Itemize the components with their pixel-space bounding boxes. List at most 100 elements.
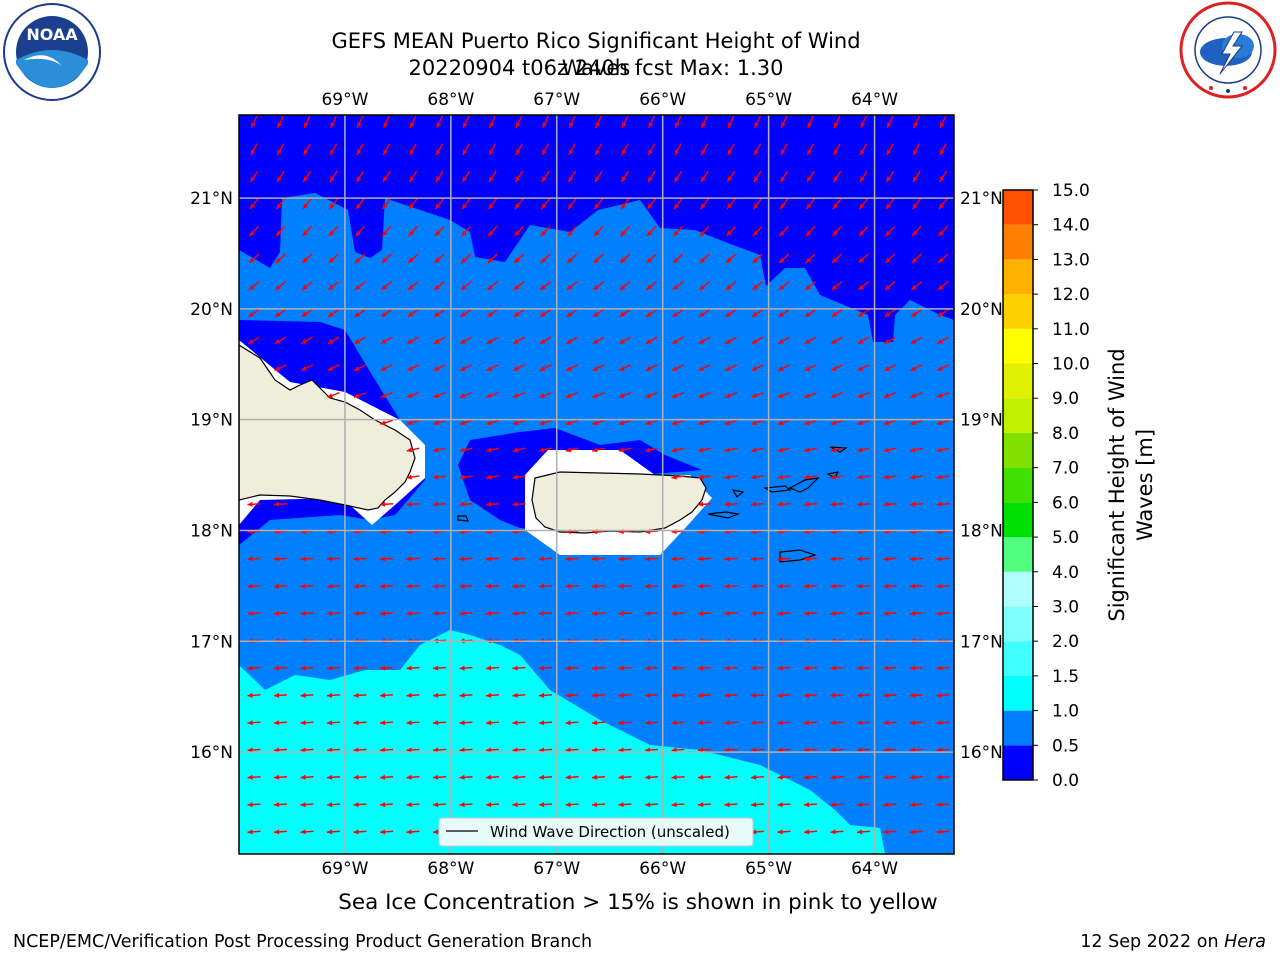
wind-arrow (459, 802, 473, 808)
wind-arrow (594, 170, 603, 183)
colorbar-segment (1003, 259, 1033, 295)
lon-tick-top: 68°W (427, 90, 474, 110)
wind-arrow (435, 170, 444, 183)
colorbar-tick: 3.0 (1052, 597, 1079, 617)
wind-arrow (806, 170, 815, 183)
wind-arrow (858, 253, 869, 264)
wind-arrow (514, 170, 524, 183)
wind-arrow (830, 829, 844, 835)
wind-arrow (697, 611, 712, 616)
wind-arrow (565, 364, 579, 372)
wind-arrow (780, 143, 788, 156)
wind-arrow (724, 447, 738, 453)
lat-tick-right: 17°N (960, 632, 1003, 652)
wind-arrow (489, 115, 496, 129)
wind-arrow (911, 253, 922, 264)
wind-arrow (727, 143, 735, 156)
date-text: 12 Sep 2022 on (1080, 932, 1219, 952)
wind-arrow (353, 720, 367, 726)
colorbar-tick: 9.0 (1052, 389, 1079, 409)
wind-arrow (538, 583, 553, 589)
wind-arrow (883, 665, 897, 671)
wind-arrow (355, 170, 365, 183)
wind-arrow (406, 391, 420, 399)
wind-arrow (538, 802, 553, 808)
wind-arrow (912, 170, 921, 183)
wind-arrow (302, 170, 312, 183)
wind-arrow (805, 225, 816, 237)
wind-arrow (618, 692, 632, 698)
wind-arrow (461, 170, 471, 183)
wind-arrow (432, 692, 447, 698)
wind-arrow (780, 115, 788, 129)
wind-arrow (249, 225, 259, 237)
colorbar-segment (1003, 328, 1033, 364)
wind-arrow (936, 474, 950, 480)
wind-arrow (830, 720, 844, 726)
wind-arrow (567, 225, 577, 237)
wind-arrow (859, 170, 868, 183)
wind-arrow (432, 747, 447, 753)
wind-arrow (645, 281, 658, 291)
wind-arrow (565, 720, 579, 726)
wind-arrow (857, 281, 870, 291)
wind-arrow (805, 198, 816, 210)
wind-arrow (673, 225, 683, 237)
lon-tick-bottom: 68°W (427, 859, 474, 879)
wind-arrow (379, 665, 394, 671)
wind-arrow (512, 391, 526, 399)
wind-arrow (380, 857, 393, 862)
wind-arrow (936, 720, 950, 726)
wind-arrow (936, 583, 950, 589)
wind-arrow (354, 253, 366, 264)
wind-arrow (777, 747, 791, 753)
wind-arrow (565, 747, 579, 753)
wind-arrow (276, 170, 285, 183)
wind-arrow (777, 556, 791, 562)
wind-arrow (247, 720, 261, 726)
wind-arrow (909, 774, 924, 780)
wind-arrow (248, 253, 260, 264)
wind-arrow (513, 857, 526, 862)
wind-arrow (432, 556, 447, 562)
wind-arrow (432, 774, 447, 780)
wind-arrow (355, 198, 365, 210)
wind-arrow (750, 692, 765, 698)
colorbar-tick: 10.0 (1052, 355, 1090, 375)
wind-arrow (778, 308, 790, 318)
wind-arrow (539, 364, 552, 372)
wind-arrow (856, 611, 871, 616)
wind-arrow (909, 611, 924, 616)
wind-arrow (884, 281, 896, 291)
wind-arrow (858, 225, 869, 237)
wind-arrow (353, 391, 367, 399)
wind-arrow (353, 774, 367, 780)
colorbar-tick: 0.0 (1052, 771, 1079, 791)
wind-arrow (645, 447, 658, 453)
wind-arrow (912, 143, 921, 156)
wind-arrow (247, 747, 261, 753)
wind-arrow (671, 720, 685, 726)
lon-tick-top: 67°W (533, 90, 580, 110)
noaa-logo: NOAA (2, 2, 102, 102)
lat-tick-left: 19°N (190, 411, 233, 431)
wind-arrow (856, 747, 871, 753)
wind-arrow (937, 857, 950, 862)
wind-arrow (353, 802, 367, 808)
wind-arrow (301, 308, 313, 318)
wind-arrow (379, 802, 394, 808)
wind-arrow (936, 556, 950, 562)
wind-arrow (779, 225, 789, 237)
wind-arrow (538, 774, 553, 780)
wind-arrow (565, 556, 579, 562)
colorbar-label-line1: Significant Height of Wind (1105, 348, 1129, 621)
wind-arrow (460, 253, 472, 264)
land-islands (457, 446, 848, 563)
wind-arrow (883, 802, 897, 808)
wind-arrow (777, 364, 791, 372)
wind-arrow (804, 308, 817, 318)
wind-arrow (406, 829, 420, 835)
colorbar-tick: 11.0 (1052, 320, 1090, 340)
wind-arrow (724, 419, 738, 426)
wind-arrow (459, 364, 473, 372)
